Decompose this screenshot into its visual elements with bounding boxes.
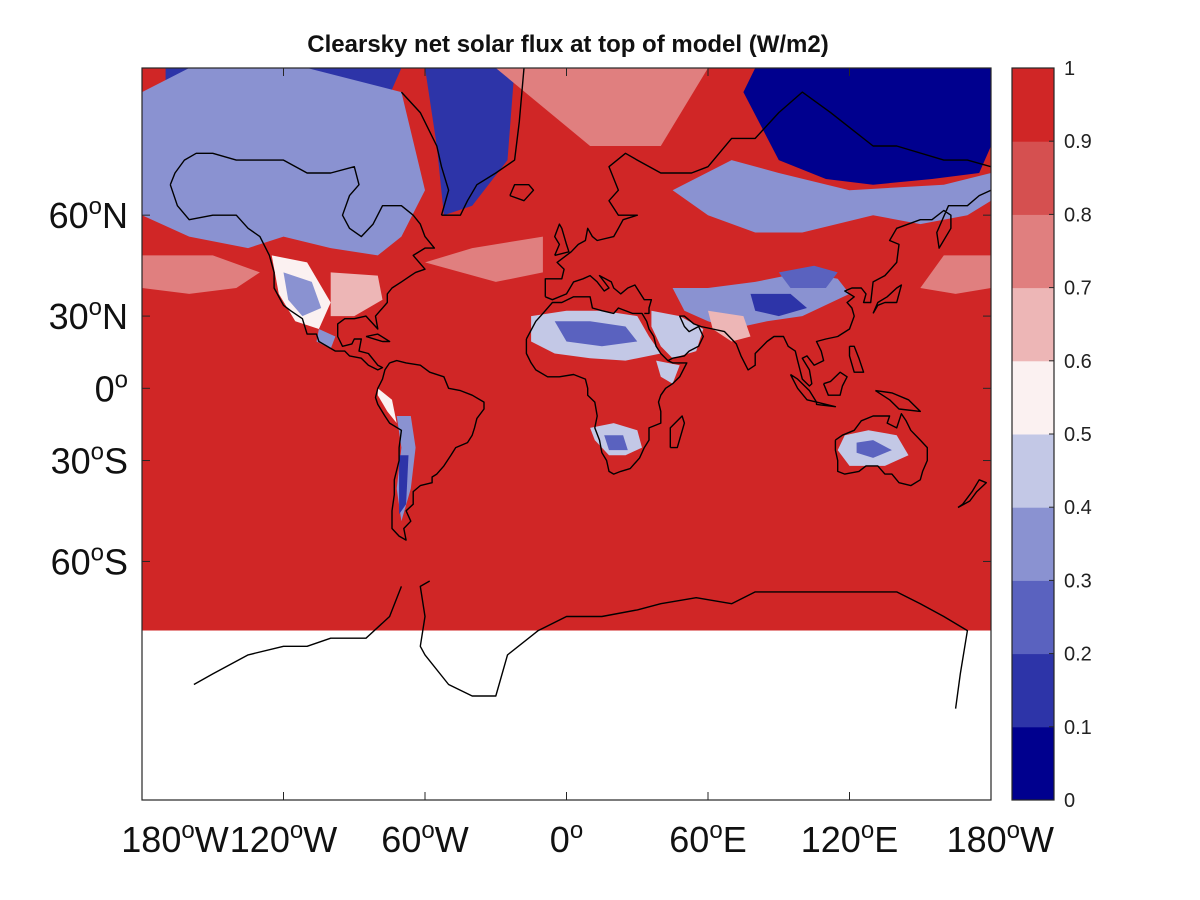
frame-tick-marks [141, 68, 992, 800]
flux-region-11 [283, 272, 322, 317]
colorbar-swatch-8 [1012, 141, 1054, 215]
colorbar-swatch-5 [1012, 360, 1054, 435]
colorbar-label-0: 0 [1064, 790, 1075, 812]
coastline-18 [875, 389, 921, 413]
x-tick-label-3: 0o [550, 817, 583, 860]
coastline-17 [822, 371, 848, 396]
coastline-6 [667, 189, 991, 387]
solar-flux-field [142, 68, 991, 800]
colorbar-labels: 0 0.1 0.2 0.3 0.4 0.5 0.6 0.7 0.8 0.9 1 [1049, 58, 1092, 812]
coastline-12 [400, 91, 450, 216]
flux-region-2 [142, 68, 425, 256]
colorbar-label-6: 0.6 [1064, 351, 1092, 373]
coastline-19 [848, 345, 865, 373]
coastline-1 [169, 152, 436, 371]
map-panel [141, 67, 992, 801]
x-tick-label-1: 120oW [230, 817, 337, 860]
colorbar-label-1: 0.1 [1064, 717, 1092, 739]
x-tick-label-2: 60oW [381, 817, 468, 860]
colorbar-label-4: 0.4 [1064, 497, 1092, 519]
colorbar-label-7: 0.7 [1064, 278, 1092, 300]
flux-region-6 [142, 255, 260, 294]
x-tick-label-5: 120oE [801, 817, 898, 860]
flux-region-9 [495, 68, 708, 146]
flux-region-7 [920, 255, 991, 294]
y-tick-label-4: 60oS [51, 539, 128, 582]
coastline-4 [544, 91, 991, 297]
colorbar-label-8: 0.8 [1064, 204, 1092, 226]
coastline-14 [509, 184, 535, 202]
x-axis-tick-labels: 180oW 120oW 60oW 0o 60oE 120oE 180oW [121, 817, 1054, 860]
y-tick-label-2: 0o [95, 366, 128, 409]
flux-region-19 [778, 265, 838, 288]
flux-region-13 [316, 329, 336, 349]
flux-region-28 [377, 388, 397, 424]
colorbar: 0 0.1 0.2 0.3 0.4 0.5 0.6 0.7 0.8 0.9 1 [1011, 58, 1092, 812]
flux-region-23 [604, 435, 628, 451]
chart-title: Clearsky net solar flux at top of model … [307, 31, 828, 58]
flux-region-12 [330, 272, 383, 317]
coastline-21 [957, 479, 987, 509]
coastline-16 [815, 401, 837, 408]
coastlines [169, 68, 991, 709]
coastline-3 [525, 296, 688, 475]
flux-region-25 [856, 440, 892, 458]
y-tick-label-3: 30oS [51, 439, 128, 482]
colorbar-label-5: 0.5 [1064, 424, 1092, 446]
flux-region-20 [708, 310, 751, 342]
colorbar-swatch-4 [1012, 434, 1054, 508]
colorbar-label-3: 0.3 [1064, 570, 1092, 592]
coastline-10 [193, 586, 403, 686]
coastline-7 [872, 284, 903, 314]
colorbar-label-9: 0.9 [1064, 131, 1092, 153]
y-tick-label-0: 60oN [49, 193, 128, 236]
coastline-8 [834, 413, 928, 487]
coastline-11 [441, 68, 525, 216]
coastline-2 [374, 359, 485, 541]
y-tick-label-1: 30oN [49, 294, 128, 337]
flux-region-18 [750, 293, 807, 317]
coastline-13 [554, 223, 570, 257]
colorbar-swatch-7 [1012, 214, 1054, 289]
x-tick-label-0: 180oW [121, 817, 228, 860]
flux-region-3 [425, 68, 515, 216]
colorbar-swatch-0 [1012, 726, 1054, 801]
colorbar-swatch-2 [1012, 580, 1054, 655]
x-tick-label-6: 180oW [947, 817, 1054, 860]
colorbar-swatches [1012, 68, 1054, 801]
colorbar-swatch-6 [1012, 287, 1054, 362]
colorbar-swatch-1 [1012, 653, 1054, 728]
flux-region-15 [554, 321, 638, 347]
colorbar-label-10: 1 [1064, 58, 1075, 80]
coastline-5 [545, 274, 653, 315]
colorbar-swatch-3 [1012, 507, 1054, 581]
flux-region-5 [672, 160, 991, 233]
y-axis-tick-labels: 60oN 30oN 0o 30oS 60oS [49, 193, 128, 582]
flux-region-16 [651, 310, 704, 359]
coastline-9 [419, 580, 969, 709]
x-tick-label-4: 60oE [669, 817, 746, 860]
colorbar-swatch-9 [1012, 68, 1054, 142]
colorbar-label-2: 0.2 [1064, 644, 1092, 666]
coastline-20 [669, 415, 686, 449]
flux-region-27 [399, 455, 409, 515]
no-data-region [142, 630, 991, 800]
coastline-22 [365, 333, 391, 343]
flux-region-8 [425, 236, 543, 282]
flux-region-21 [656, 360, 680, 384]
